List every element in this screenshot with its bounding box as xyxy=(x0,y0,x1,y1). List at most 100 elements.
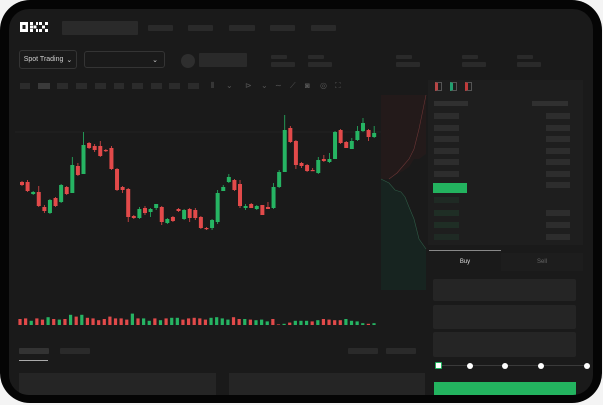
volume-bar xyxy=(265,321,269,325)
nav-item[interactable] xyxy=(148,25,173,31)
timeframe-button-active[interactable] xyxy=(38,83,50,89)
candle-body xyxy=(109,148,114,169)
amount-slider-track[interactable] xyxy=(439,365,587,366)
ask-price[interactable] xyxy=(434,171,459,177)
timeframe-button[interactable] xyxy=(20,83,30,89)
stat-value xyxy=(396,62,420,67)
volume-bar xyxy=(203,319,208,325)
nav-item[interactable] xyxy=(229,25,255,31)
candle xyxy=(31,191,36,195)
candle-body xyxy=(87,143,92,148)
slider-stop-25[interactable] xyxy=(467,363,473,369)
candle-body xyxy=(305,165,310,171)
timeframe-button[interactable] xyxy=(132,83,143,89)
timeframe-button[interactable] xyxy=(57,83,68,89)
candle-body xyxy=(372,133,377,137)
candle-body xyxy=(282,130,287,172)
timeframe-button[interactable] xyxy=(95,83,106,89)
candle-body xyxy=(159,207,164,222)
ask-amount xyxy=(546,136,570,142)
ruler-icon[interactable]: ⟋ xyxy=(290,81,296,90)
stat-label xyxy=(271,55,287,59)
filter-button[interactable] xyxy=(348,348,378,354)
bid-amount xyxy=(546,234,570,240)
spot-trading-dropdown[interactable]: Spot Trading ⌄ xyxy=(19,50,77,69)
chevron-down-icon[interactable]: ⌄ xyxy=(261,81,268,90)
timeframe-button[interactable] xyxy=(76,83,87,89)
search-bar[interactable] xyxy=(62,21,138,35)
slider-handle[interactable] xyxy=(435,362,442,369)
candle-body xyxy=(165,219,170,223)
volume-bar xyxy=(361,323,365,325)
ask-price[interactable] xyxy=(434,159,459,165)
volume-bar xyxy=(198,318,202,325)
book-bids-icon[interactable] xyxy=(450,82,457,91)
volume-bar xyxy=(321,319,326,325)
price-input[interactable] xyxy=(433,279,576,301)
volume-bar xyxy=(125,319,129,325)
book-both-icon[interactable] xyxy=(435,82,442,91)
volume-bar xyxy=(304,320,309,325)
candlestick-chart[interactable] xyxy=(9,9,439,339)
candle-body xyxy=(36,192,41,206)
slider-stop-75[interactable] xyxy=(538,363,544,369)
bid-price[interactable] xyxy=(434,222,459,228)
ask-price[interactable] xyxy=(434,113,459,119)
ask-price[interactable] xyxy=(434,125,459,131)
bid-price[interactable] xyxy=(434,210,459,216)
timeframe-button[interactable] xyxy=(188,83,199,89)
candle xyxy=(360,118,365,132)
stat-value xyxy=(462,62,486,67)
fullscreen-icon[interactable]: ⛶ xyxy=(335,81,341,90)
candle-body xyxy=(316,160,321,173)
buy-button[interactable] xyxy=(434,382,576,395)
ask-price[interactable] xyxy=(434,148,459,154)
candle xyxy=(170,216,175,222)
volume-bar xyxy=(108,316,112,325)
volume-bar xyxy=(57,319,61,325)
timeframe-button[interactable] xyxy=(151,83,162,89)
active-tab-indicator xyxy=(429,250,501,251)
total-input[interactable] xyxy=(433,332,576,357)
tab-sell[interactable]: Sell xyxy=(501,253,583,271)
amount-input[interactable] xyxy=(433,305,576,329)
tab-order-history[interactable] xyxy=(60,348,90,354)
volume-bar xyxy=(142,318,146,325)
camera-icon[interactable]: ◙ xyxy=(305,81,310,90)
volume-bar xyxy=(209,317,213,325)
tab-buy[interactable]: Buy xyxy=(459,259,471,265)
bid-price[interactable] xyxy=(434,234,459,240)
candle-body xyxy=(42,207,47,211)
timeframe-button[interactable] xyxy=(169,83,180,89)
settings-icon[interactable]: ◎ xyxy=(320,81,327,90)
candle xyxy=(215,190,220,224)
ask-price[interactable] xyxy=(434,136,459,142)
chevron-down-icon[interactable]: ⌄ xyxy=(226,81,233,90)
line-tool-icon[interactable]: ∼ xyxy=(275,81,282,90)
pair-selector[interactable]: ⌄ xyxy=(84,51,165,68)
indicator-icon[interactable]: ⊳ xyxy=(245,81,252,90)
filter-button[interactable] xyxy=(386,348,416,354)
okx-logo[interactable] xyxy=(20,22,48,32)
volume-bar xyxy=(170,317,174,325)
last-price-badge xyxy=(433,183,467,193)
volume-bar xyxy=(153,318,157,325)
timeframe-button[interactable] xyxy=(114,83,124,89)
nav-item[interactable] xyxy=(188,25,213,31)
tab-open-orders[interactable] xyxy=(19,348,49,354)
candle xyxy=(176,208,181,212)
candle-body xyxy=(344,142,349,148)
nav-item[interactable] xyxy=(311,25,336,31)
nav-item[interactable] xyxy=(270,25,295,31)
slider-stop-50[interactable] xyxy=(502,363,508,369)
ask-amount xyxy=(546,182,570,188)
candle-body xyxy=(265,207,270,209)
candle-type-icon[interactable]: ⫴ xyxy=(211,81,215,90)
book-asks-icon[interactable] xyxy=(465,82,472,91)
bid-price[interactable] xyxy=(434,197,459,203)
candle xyxy=(293,140,298,169)
candle-body xyxy=(310,170,315,172)
slider-stop-100[interactable] xyxy=(584,363,590,369)
ask-amount xyxy=(546,171,570,177)
candle xyxy=(221,185,226,191)
